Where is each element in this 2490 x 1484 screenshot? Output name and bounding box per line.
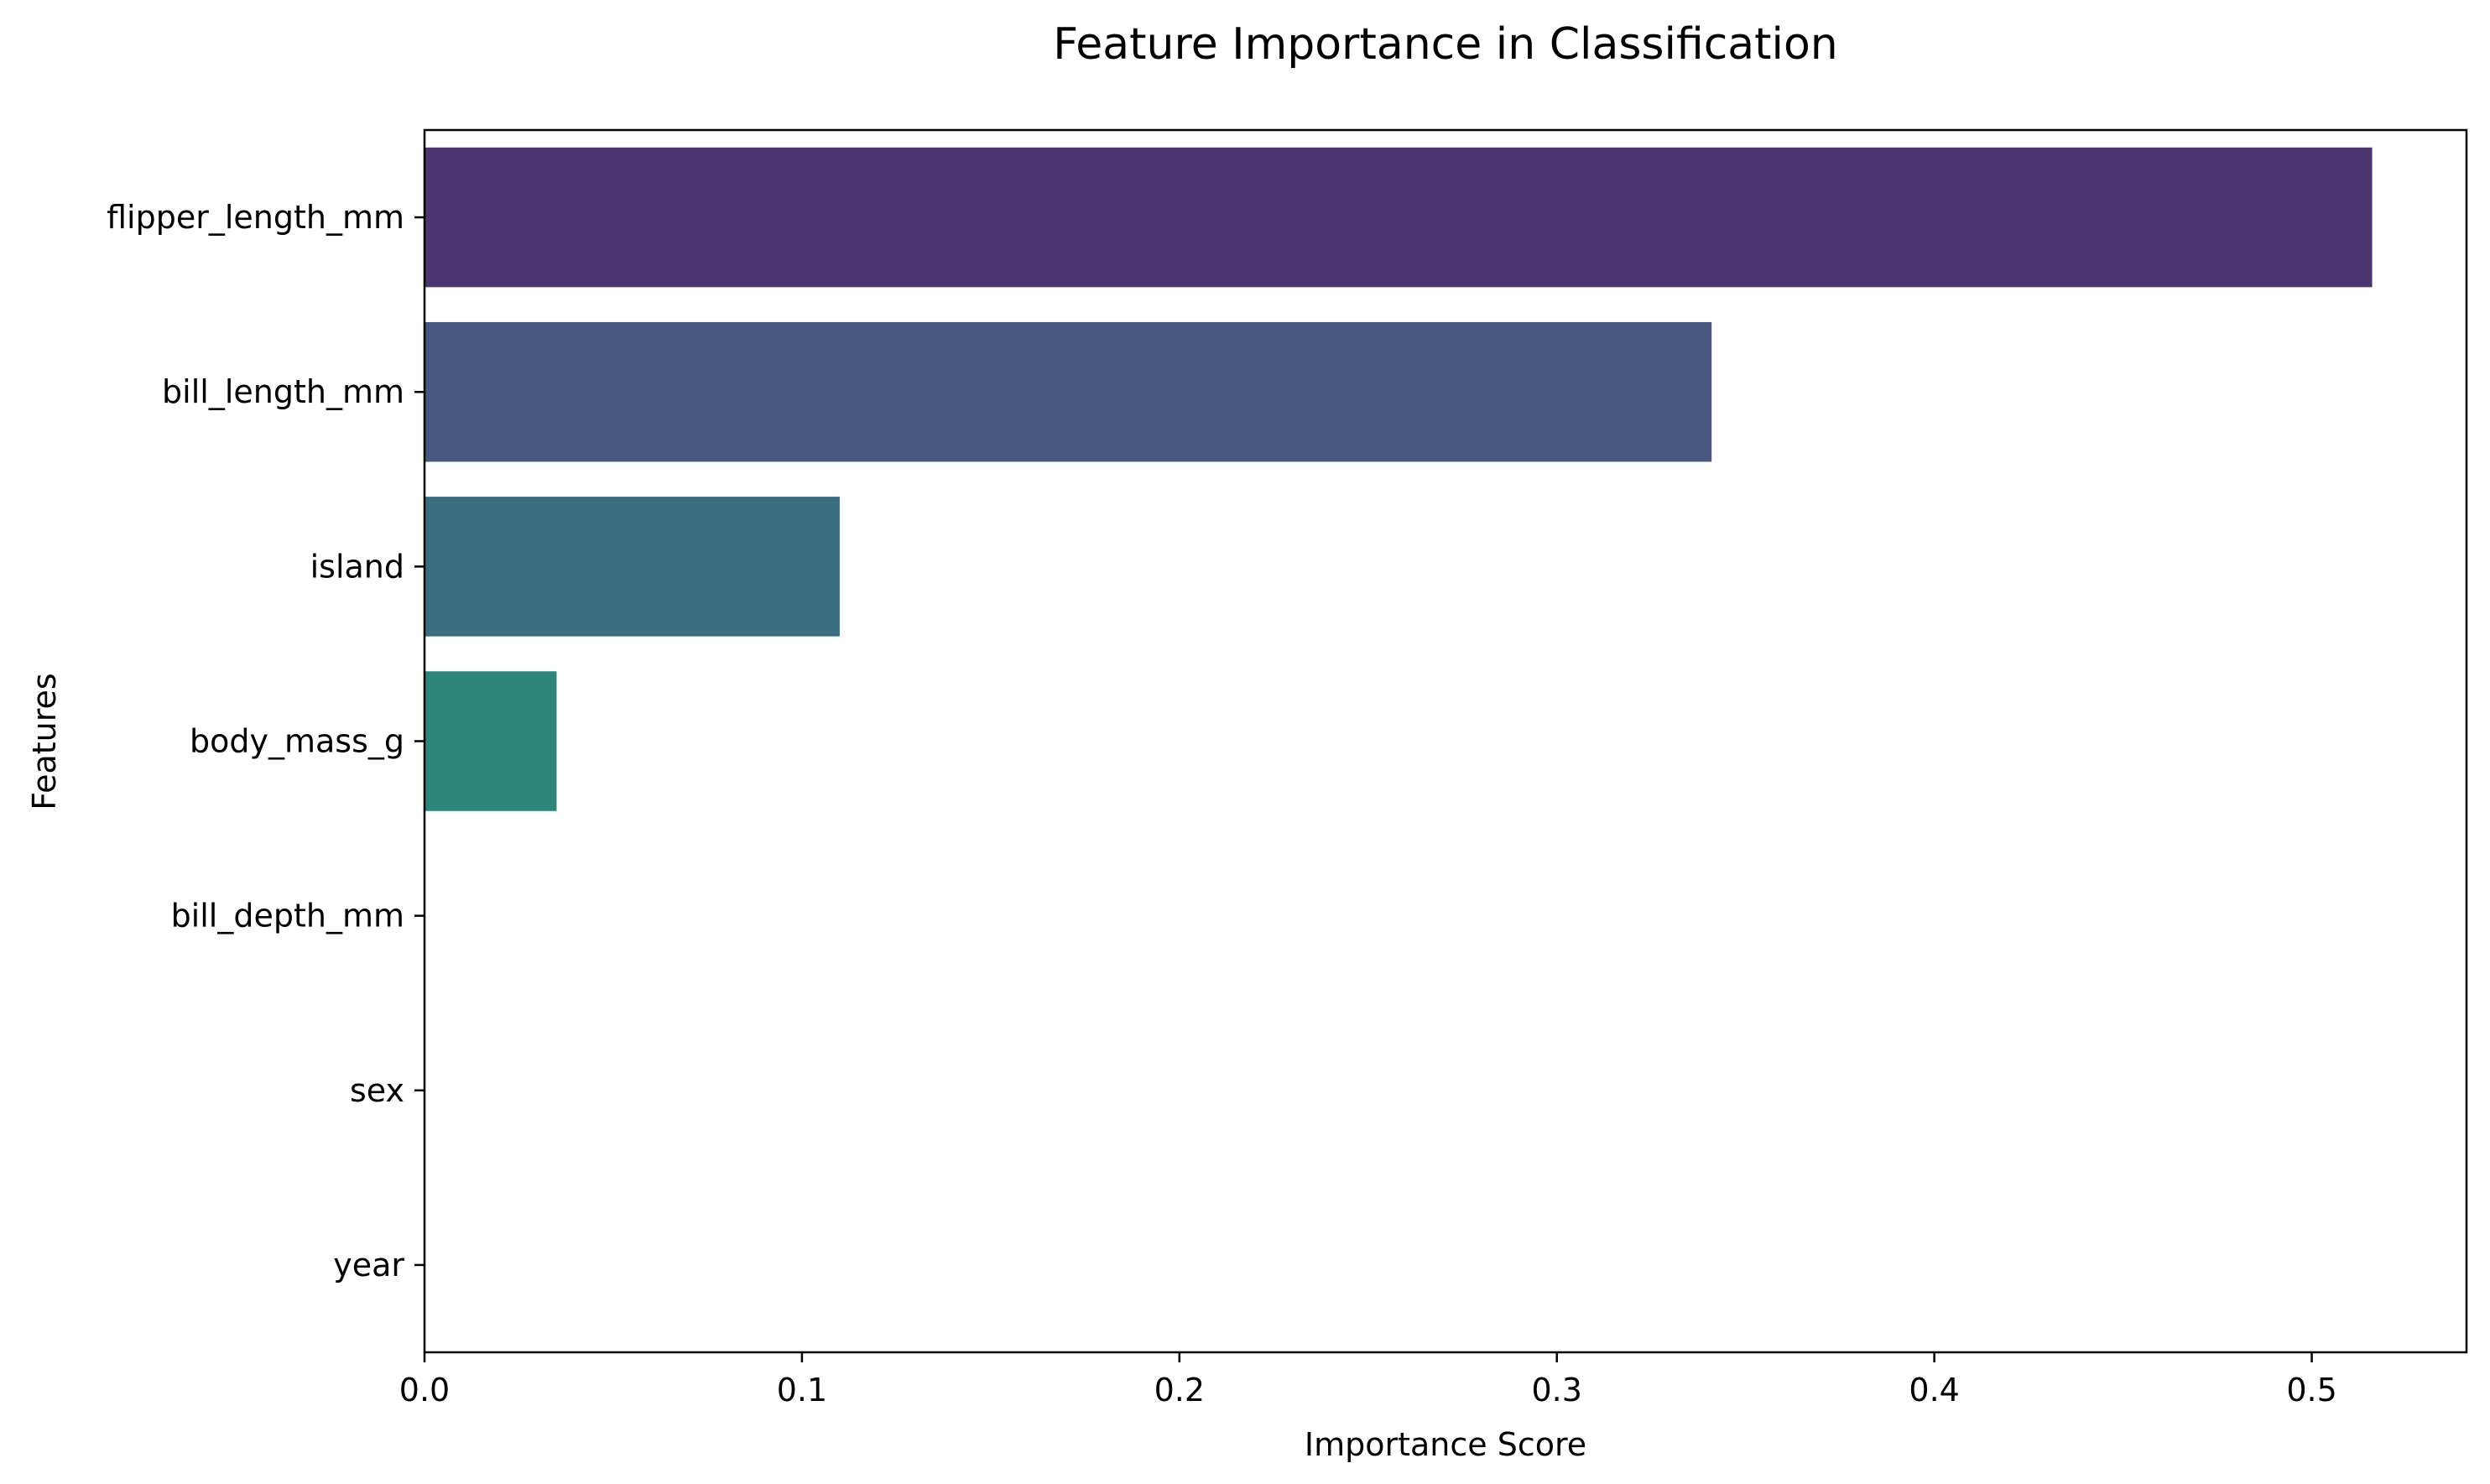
y-tick-label: bill_length_mm [162, 373, 404, 410]
x-tick-label: 0.5 [2286, 1372, 2336, 1408]
y-tick-label: flipper_length_mm [107, 199, 404, 236]
bar-island [425, 497, 840, 637]
y-tick-label: sex [350, 1072, 404, 1109]
chart-title: Feature Importance in Classification [1053, 19, 1838, 70]
x-tick-label: 0.0 [399, 1372, 450, 1408]
x-tick-label: 0.3 [1532, 1372, 1582, 1408]
y-tick-label: island [310, 548, 404, 585]
x-tick-label: 0.1 [777, 1372, 827, 1408]
y-axis-label: Features [26, 673, 63, 810]
bar-flipper_length_mm [425, 147, 2373, 288]
x-tick-label: 0.4 [1909, 1372, 1959, 1408]
y-tick-label: bill_depth_mm [171, 898, 404, 935]
bar-bill_length_mm [425, 321, 1712, 462]
x-tick-label: 0.2 [1154, 1372, 1205, 1408]
x-axis-ticks: 0.0 0.1 0.2 0.3 0.4 0.5 [399, 1352, 2337, 1408]
x-axis-label: Importance Score [1305, 1426, 1586, 1463]
bar-body_mass_g [425, 671, 557, 811]
plot-frame [423, 128, 2468, 1354]
y-tick-label: year [333, 1247, 404, 1284]
bars-group [425, 147, 2373, 811]
y-tick-label: body_mass_g [190, 723, 404, 760]
